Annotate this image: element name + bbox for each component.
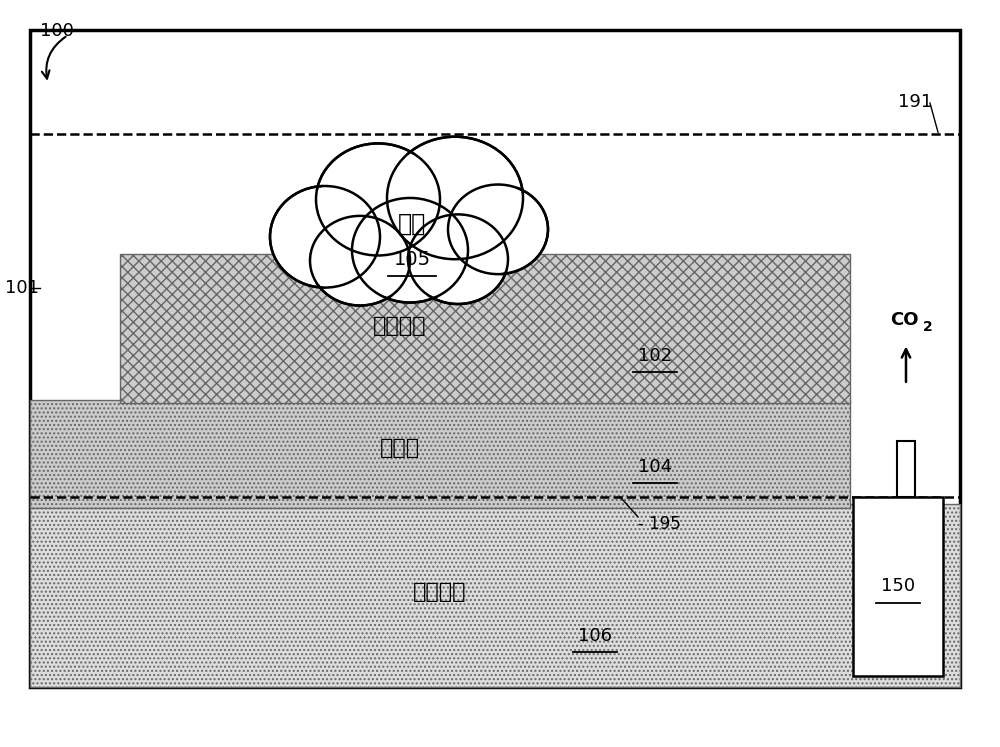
Ellipse shape	[357, 202, 463, 298]
Text: 106: 106	[578, 627, 612, 645]
Text: 191: 191	[898, 93, 932, 111]
Text: 100: 100	[40, 22, 74, 40]
Ellipse shape	[387, 137, 523, 259]
Text: 102: 102	[638, 347, 672, 365]
Text: CO: CO	[890, 311, 918, 329]
Text: 101: 101	[5, 279, 39, 297]
Ellipse shape	[408, 214, 508, 304]
Ellipse shape	[314, 220, 406, 302]
Text: 金属电极: 金属电极	[413, 582, 467, 602]
Ellipse shape	[452, 188, 544, 270]
Ellipse shape	[321, 148, 435, 251]
Bar	[897, 441, 915, 497]
Ellipse shape	[448, 185, 548, 274]
Ellipse shape	[270, 186, 380, 288]
Ellipse shape	[274, 190, 376, 284]
Text: - 195: - 195	[638, 515, 681, 533]
Ellipse shape	[316, 143, 440, 255]
Text: 空气电极: 空气电极	[373, 316, 427, 335]
Bar	[120, 254, 850, 403]
Text: 150: 150	[881, 577, 915, 595]
Ellipse shape	[392, 142, 518, 254]
Ellipse shape	[352, 198, 468, 303]
Ellipse shape	[412, 218, 504, 300]
Bar	[853, 497, 943, 676]
Bar	[30, 400, 850, 508]
Text: 2: 2	[923, 320, 933, 334]
Text: 104: 104	[638, 458, 672, 476]
Ellipse shape	[310, 216, 410, 306]
Text: 空气: 空气	[398, 212, 426, 236]
Bar	[30, 504, 960, 687]
Text: 电解质: 电解质	[380, 438, 420, 459]
Bar	[30, 30, 960, 687]
Text: 105: 105	[393, 249, 431, 269]
